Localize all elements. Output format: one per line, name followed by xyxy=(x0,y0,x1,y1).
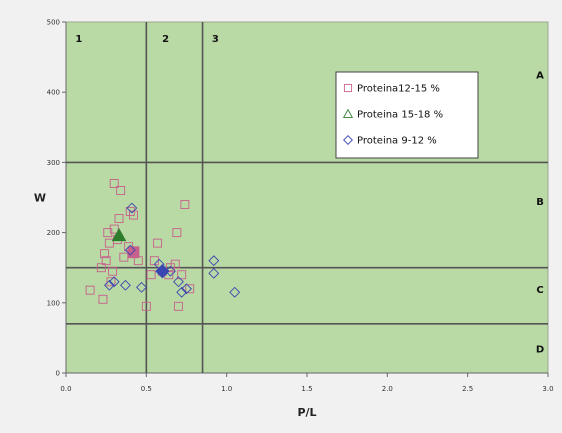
data-point-series-3 xyxy=(120,279,131,291)
data-point-series-1 xyxy=(106,277,116,287)
data-point-series-1 xyxy=(108,266,118,276)
data-point-series-1 xyxy=(109,179,119,188)
y-tick-label: 300 xyxy=(47,159,60,167)
data-point-series-1 xyxy=(114,214,124,224)
data-point-series-3 xyxy=(173,276,184,288)
y-tick-label: 0 xyxy=(56,370,60,378)
legend-marker xyxy=(342,108,354,118)
y-tick-label: 500 xyxy=(47,19,60,27)
column-label: 3 xyxy=(212,34,219,45)
column-label: 1 xyxy=(75,34,82,45)
row-label: B xyxy=(536,197,544,208)
x-tick-label: 2.0 xyxy=(382,385,393,393)
data-point-series-3 xyxy=(124,244,136,256)
data-point-series-1 xyxy=(180,200,190,209)
y-tick-label: 100 xyxy=(47,299,60,307)
y-axis-label: W xyxy=(34,192,46,205)
row-label: C xyxy=(536,285,543,296)
mean-point-series-3 xyxy=(155,264,170,279)
legend-box xyxy=(335,71,479,159)
data-point-series-1 xyxy=(170,259,180,269)
data-point-series-1 xyxy=(103,228,113,238)
legend-entry: Proteina 15-18 % xyxy=(357,110,443,121)
data-point-series-1 xyxy=(185,284,195,294)
x-tick-label: 3.0 xyxy=(542,385,553,393)
data-point-series-3 xyxy=(176,286,188,298)
data-point-series-3 xyxy=(208,255,220,267)
data-point-series-3 xyxy=(208,267,220,279)
data-point-series-1 xyxy=(146,270,156,280)
data-point-series-1 xyxy=(96,263,106,273)
legend-entry: Proteina12-15 % xyxy=(357,84,440,95)
x-tick-label: 1.0 xyxy=(221,385,232,393)
legend-marker xyxy=(343,135,353,145)
legend-entry: Proteina 9-12 % xyxy=(357,136,437,147)
x-tick-label: 0.5 xyxy=(141,385,152,393)
x-axis-label: P/L xyxy=(297,406,316,419)
data-point-series-3 xyxy=(136,281,147,293)
y-tick-label: 400 xyxy=(47,89,60,97)
data-point-series-3 xyxy=(126,202,138,214)
legend-marker xyxy=(343,83,353,93)
data-point-series-1 xyxy=(101,256,111,266)
data-point-series-1 xyxy=(177,270,187,280)
data-point-series-1 xyxy=(85,285,95,295)
x-tick-label: 2.5 xyxy=(462,385,473,393)
row-label: D xyxy=(536,344,544,355)
column-label: 2 xyxy=(162,34,169,45)
x-tick-label: 1.5 xyxy=(301,385,312,393)
row-label: A xyxy=(536,71,544,82)
data-point-series-1 xyxy=(165,263,175,273)
x-tick-label: 0.0 xyxy=(60,385,71,393)
data-point-series-1 xyxy=(109,224,119,234)
data-point-series-1 xyxy=(172,228,182,238)
data-point-series-1 xyxy=(125,207,135,216)
data-point-series-1 xyxy=(98,294,108,304)
data-point-series-3 xyxy=(108,276,120,288)
data-point-series-3 xyxy=(103,279,115,291)
data-point-series-1 xyxy=(153,238,163,248)
data-point-series-1 xyxy=(141,301,151,311)
data-point-series-3 xyxy=(229,286,241,298)
data-point-series-1 xyxy=(100,249,110,259)
data-point-series-1 xyxy=(116,186,126,195)
mean-point-series-2 xyxy=(111,227,127,242)
data-point-series-3 xyxy=(181,283,192,295)
data-point-series-1 xyxy=(174,301,183,311)
y-tick-label: 200 xyxy=(47,229,60,237)
